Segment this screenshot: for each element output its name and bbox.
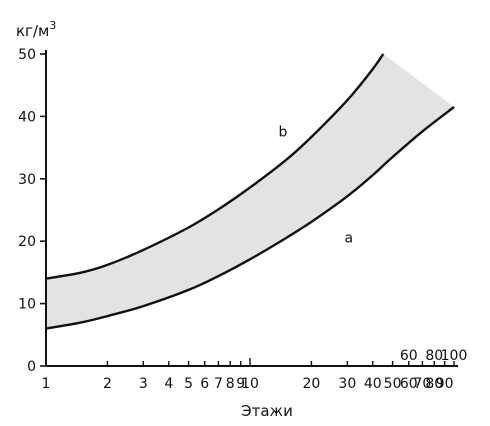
- band-fill: [46, 54, 454, 329]
- range-band: [46, 54, 454, 329]
- x-tick-label: 6: [200, 376, 209, 392]
- x-tick-label: 70: [413, 376, 431, 392]
- y-tick-label: 10: [18, 297, 36, 313]
- y-tick-label: 30: [18, 172, 36, 188]
- series-line-a: [45, 106, 455, 330]
- x-tick-label: 4: [164, 376, 173, 392]
- x-tick-label: 90: [436, 376, 454, 392]
- x-tick-label: 5: [184, 376, 193, 392]
- x-tick-label: 50: [384, 376, 402, 392]
- series-labels: ba: [278, 124, 353, 246]
- x-axis-title: Этажи: [241, 402, 293, 420]
- y-tick-label: 0: [27, 359, 36, 375]
- y-tick-label: 50: [18, 47, 36, 63]
- y-axis-title: кг/м3: [16, 19, 56, 40]
- x-tick-label: 30: [338, 376, 356, 392]
- x-tick-label: 1: [42, 376, 51, 392]
- series-label-b: b: [278, 124, 287, 140]
- y-tick-label: 20: [18, 234, 36, 250]
- x-tick-label: 60: [400, 376, 418, 392]
- x-tick-label: 80: [425, 376, 443, 392]
- series-label-a: a: [345, 230, 354, 246]
- x-tick-label-top: 80: [425, 348, 443, 364]
- y-ticks: 0 10 20 30 40 50: [18, 47, 46, 375]
- x-tick-label: 2: [103, 376, 112, 392]
- x-tick-label: 20: [302, 376, 320, 392]
- x-tick-label: 40: [364, 376, 382, 392]
- x-tick-label-top: 60: [400, 348, 418, 364]
- x-tick-label: 9: [236, 376, 245, 392]
- x-tick-label: 8: [226, 376, 235, 392]
- y-tick-label: 40: [18, 109, 36, 125]
- x-tick-label-top: 100: [441, 348, 468, 364]
- series-curves: [45, 53, 455, 330]
- x-tick-label: 10: [241, 376, 259, 392]
- x-tick-label: 3: [139, 376, 148, 392]
- series-line-b: [45, 53, 385, 280]
- x-tick-label: 7: [214, 376, 223, 392]
